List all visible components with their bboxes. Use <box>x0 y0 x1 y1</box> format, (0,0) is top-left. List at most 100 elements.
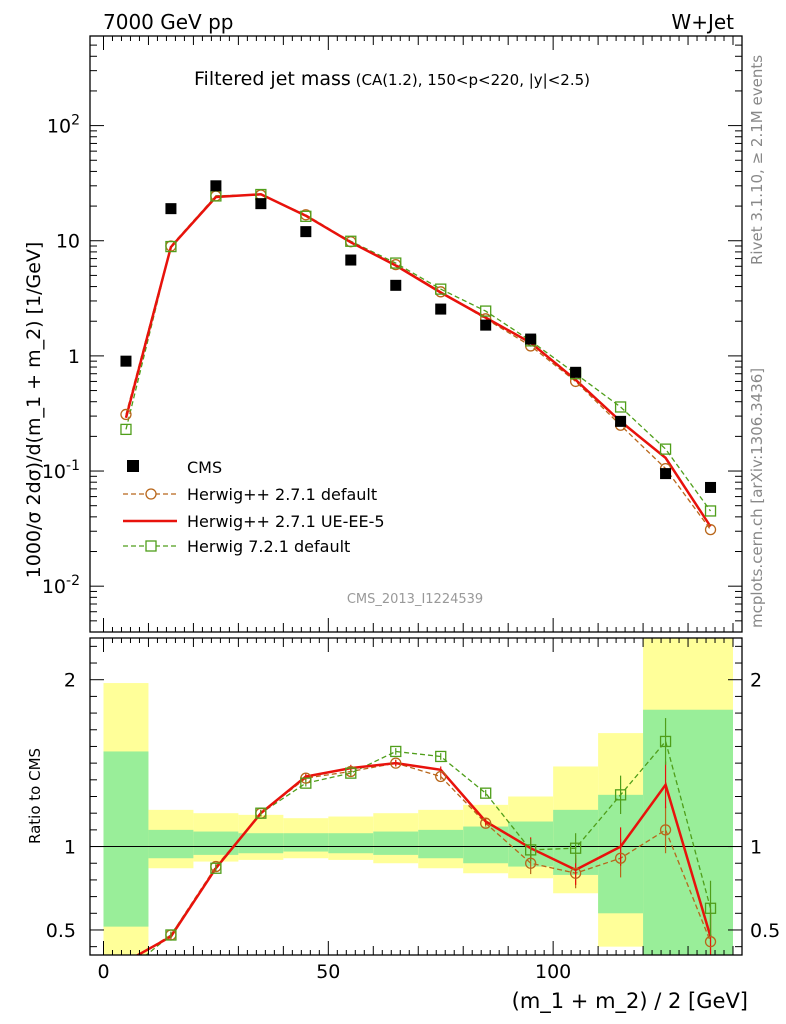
ratio-bands <box>103 638 734 955</box>
legend-label-herwigpp-default: Herwig++ 2.7.1 default <box>187 485 377 504</box>
point-cms <box>120 355 132 367</box>
point-herwigpp-default <box>120 408 132 421</box>
ratio-point-herwig7-default <box>255 807 267 819</box>
series-line-ue-ee-5 <box>124 193 712 528</box>
axis-labels: Filtered jet mass (CA(1.2), 150<p<220, |… <box>23 68 780 1014</box>
point-cms <box>210 180 222 192</box>
ratio-point-herwig7-default <box>569 842 582 854</box>
band-green <box>643 709 734 955</box>
point-cms <box>705 481 717 493</box>
point-cms <box>570 366 582 378</box>
band-green <box>238 833 284 854</box>
ratio-point-herwigpp-default <box>121 958 131 968</box>
series-line-herwigpp-default <box>125 194 712 530</box>
ratio-point-herwig7-default <box>614 789 627 801</box>
point-cms <box>660 468 672 480</box>
point-cms <box>345 254 357 266</box>
rivet-label: Rivet 3.1.10, ≥ 2.1M events <box>748 55 766 265</box>
ratio-y-tick-label-left: 0.5 <box>46 920 76 942</box>
legend-label-cms: CMS <box>187 458 222 477</box>
point-herwig7-default <box>300 210 312 222</box>
ratio-marks <box>90 718 742 977</box>
ratio-point-herwigpp-default <box>480 817 492 829</box>
band-green <box>193 831 239 855</box>
ratio-point-herwig7-default <box>300 777 312 789</box>
ratio-point-herwig7-default <box>480 787 492 799</box>
main-frame <box>89 35 743 633</box>
point-cms <box>525 333 537 345</box>
y-tick-label: 10-2 <box>42 573 80 598</box>
legend-marker-herwigpp-default <box>145 488 157 500</box>
band-green <box>463 826 509 864</box>
point-herwig7-default <box>704 505 717 517</box>
y-tick-label: 1 <box>68 346 80 368</box>
point-cms <box>615 415 627 427</box>
point-herwig7-default <box>165 240 177 253</box>
point-herwig7-default <box>659 443 672 455</box>
legend-marker-herwig7-default <box>145 540 157 552</box>
ratio-y-tick-label-right: 0.5 <box>750 920 780 942</box>
point-cms <box>165 203 177 215</box>
chart-title: Filtered jet mass (CA(1.2), 150<p<220, |… <box>194 68 590 90</box>
ratio-y-tick-label-right: 2 <box>750 670 762 692</box>
header-left: 7000 GeV pp <box>103 10 234 34</box>
ratio-point-herwigpp-default <box>569 867 582 879</box>
ratio-y-tick-label-right: 1 <box>750 837 762 859</box>
point-herwig7-default <box>435 283 447 295</box>
band-green <box>328 833 374 854</box>
ratio-point-herwig7-default <box>435 750 447 763</box>
y-tick-label: 10-1 <box>42 458 80 483</box>
x-axis-label: (m_1 + m_2) / 2 [GeV] <box>512 989 748 1014</box>
ratio-point-herwig7-default <box>165 929 177 941</box>
ratio-line-ue-ee-5 <box>135 761 712 955</box>
ratio-point-herwigpp-default <box>525 857 537 869</box>
x-tick-label: 100 <box>535 961 571 983</box>
ratio-y-tick-label-left: 2 <box>64 670 76 692</box>
y-tick-label: 10 <box>56 231 80 253</box>
ratio-point-herwig7-default <box>210 862 222 874</box>
ratio-point-herwig7-default <box>659 735 672 748</box>
ratio-point-herwig7-default <box>525 844 537 856</box>
ratio-point-herwigpp-default <box>659 824 672 836</box>
ratio-point-herwigpp-default <box>435 770 447 783</box>
mcplots-label: mcplots.cern.ch [arXiv:1306.3436] <box>748 368 766 628</box>
point-cms <box>435 303 447 315</box>
ratio-point-herwigpp-default <box>390 757 402 769</box>
header-right: W+Jet <box>671 10 734 34</box>
y-tick-label: 102 <box>47 113 80 138</box>
ratio-point-herwig7-default <box>704 902 717 914</box>
x-tick-label: 0 <box>97 961 109 983</box>
band-green <box>373 831 419 855</box>
ratio-point-herwig7-default <box>345 767 357 779</box>
legend-label-ue-ee-5: Herwig++ 2.7.1 UE-EE-5 <box>187 512 385 531</box>
point-cms <box>255 198 267 210</box>
point-herwig7-default <box>120 423 132 436</box>
ratio-series-group <box>121 718 717 977</box>
point-cms <box>480 319 492 331</box>
plot-frames <box>89 35 743 956</box>
point-herwigpp-default <box>704 523 717 536</box>
ratio-point-herwigpp-default <box>704 936 717 948</box>
point-herwig7-default <box>480 305 492 317</box>
ratio-y-tick-label-left: 1 <box>64 837 76 859</box>
band-green <box>103 751 149 927</box>
band-green <box>148 829 194 859</box>
main-y-axis-label: 1000/σ 2dσ)/d(m_1 + m_2) [1/GeV] <box>23 242 45 579</box>
point-herwig7-default <box>390 257 402 269</box>
legend: CMS Herwig++ 2.7.1 default Herwig++ 2.7.1 … <box>123 458 385 556</box>
point-cms <box>390 279 402 291</box>
ratio-frame <box>89 637 743 956</box>
point-cms <box>300 226 312 238</box>
x-tick-label: 50 <box>316 961 340 983</box>
main-marks <box>120 180 717 536</box>
watermark: CMS_2013_I1224539 <box>347 592 483 607</box>
ratio-point-herwigpp-default <box>614 852 627 864</box>
legend-label-herwig7-default: Herwig 7.2.1 default <box>187 537 350 556</box>
point-herwig7-default <box>614 401 627 413</box>
legend-marker-cms <box>127 460 139 472</box>
ratio-point-herwig7-default <box>390 745 402 758</box>
ratio-point-herwig7-default <box>121 967 131 977</box>
band-green <box>418 829 464 859</box>
ratio-y-axis-label: Ratio to CMS <box>26 748 44 844</box>
